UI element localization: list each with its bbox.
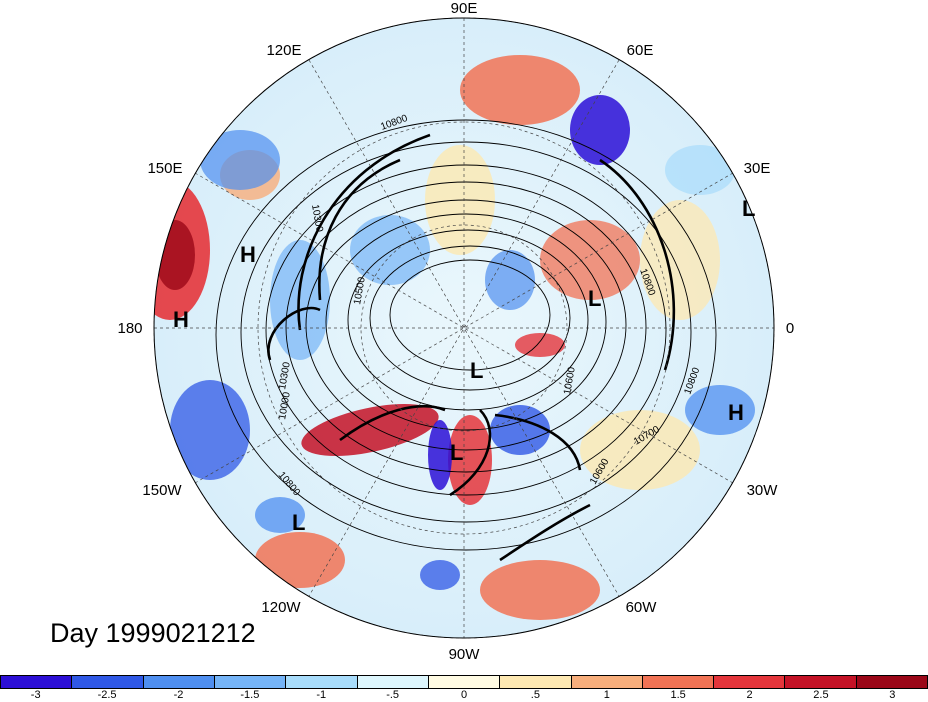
contour-label: 10000: [277, 391, 293, 421]
colorbar-swatch: [714, 676, 786, 688]
colorbar-tick-label: -1.5: [240, 689, 260, 701]
polar-stereographic-map: 10800 10800 10800 10700 10600 10300 1030…: [117, 0, 794, 663]
colorbar-swatch: [72, 676, 144, 688]
colorbar-swatch: [500, 676, 572, 688]
jet-contours: [267, 133, 676, 562]
colorbar-swatch: [357, 676, 429, 688]
colorbar-tick-label: -2.5: [97, 689, 117, 701]
contour-label: 10300: [277, 361, 293, 391]
colorbar-swatch: [785, 676, 857, 688]
colorbar-tick-label: 1: [603, 689, 610, 701]
lon-label-90e: 90E: [451, 0, 478, 17]
colorbar-swatch: [428, 676, 501, 688]
lon-label-90w: 90W: [449, 646, 481, 663]
colorbar-tick-label: -.5: [386, 689, 400, 701]
colorbar-tick-label: 0: [460, 689, 468, 701]
colorbar-tick-label: 2: [746, 689, 753, 701]
lon-label-0: 0: [786, 320, 794, 337]
pressure-center-high: H: [240, 242, 256, 267]
height-contours: [215, 119, 717, 551]
colorbar-ticks: -3 -2.5 -2 -1.5 -1 -.5 0 .5 1 1.5 2 2.5 3: [0, 689, 928, 702]
pressure-center-low: L: [742, 196, 755, 221]
lon-label-120e: 120E: [266, 42, 301, 59]
pressure-center-high: H: [173, 307, 189, 332]
map-border: [153, 17, 775, 639]
lon-label-120w: 120W: [261, 599, 301, 616]
pressure-center-low: L: [470, 358, 483, 383]
colorbar: [0, 675, 928, 689]
lon-label-60e: 60E: [627, 42, 654, 59]
pressure-center-low: L: [450, 440, 463, 465]
day-title: Day 1999021212: [50, 618, 256, 648]
lon-label-180: 180: [117, 320, 142, 337]
lon-label-150e: 150E: [147, 160, 182, 177]
colorbar-tick-label: 3: [889, 689, 896, 701]
colorbar-tick-label: -1: [316, 689, 327, 701]
colorbar-swatch: [214, 676, 287, 688]
colorbar-swatch: [856, 676, 928, 688]
colorbar-tick-label: -2: [173, 689, 184, 701]
colorbar-swatch: [143, 676, 215, 688]
colorbar-swatch: [642, 676, 715, 688]
contour-label: 10300: [309, 204, 325, 234]
pressure-center-low: L: [292, 510, 305, 535]
colorbar-swatch: [571, 676, 643, 688]
colorbar-tick-label: 2.5: [813, 689, 829, 701]
contour-label: 10600: [562, 366, 578, 396]
pressure-center-high: H: [728, 400, 744, 425]
longitude-labels: 90E 120E 60E 150E 30E 180 0 150W 30W 120…: [117, 0, 794, 663]
lon-label-30w: 30W: [747, 482, 779, 499]
lon-label-30e: 30E: [744, 160, 771, 177]
colorbar-swatch: [1, 676, 73, 688]
pressure-centers: H H L L L L L H: [173, 196, 755, 535]
pressure-center-low: L: [588, 286, 601, 311]
colorbar-tick-label: 1.5: [670, 689, 686, 701]
lon-label-60w: 60W: [626, 599, 658, 616]
colorbar-tick-label: .5: [530, 689, 540, 701]
colorbar-swatch: [286, 676, 358, 688]
contour-label: 10500: [352, 276, 368, 306]
colorbar-tick-label: -3: [30, 689, 41, 701]
lon-label-150w: 150W: [142, 482, 182, 499]
